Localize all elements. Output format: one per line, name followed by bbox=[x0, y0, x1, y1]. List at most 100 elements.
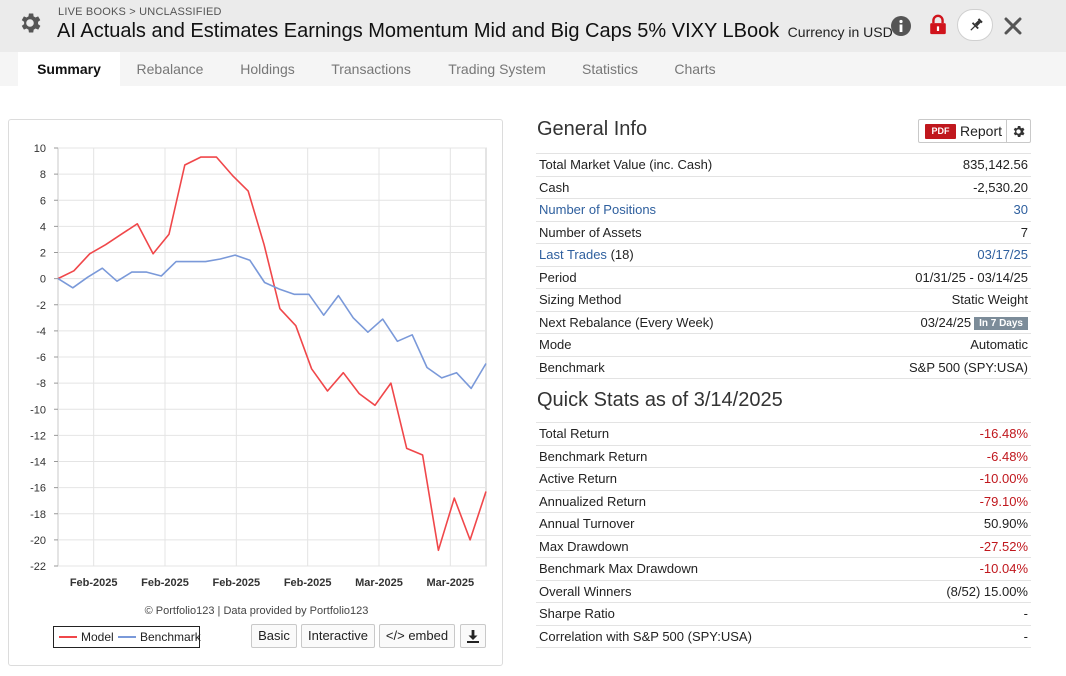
row-label: Sizing Method bbox=[536, 288, 829, 311]
tab-summary[interactable]: Summary bbox=[18, 52, 120, 86]
row-value: - bbox=[889, 602, 1031, 625]
row-value: Automatic bbox=[828, 333, 1031, 356]
number-of-positions-link[interactable]: Number of Positions bbox=[539, 202, 657, 218]
series-line-benchmark bbox=[57, 254, 487, 390]
row-label: Benchmark Max Drawdown bbox=[536, 557, 890, 580]
table-row: Total Market Value (inc. Cash) 835,142.5… bbox=[536, 153, 1031, 176]
row-value: - bbox=[889, 624, 1031, 648]
table-row: Overall Winners (8/52) 15.00% bbox=[536, 579, 1031, 603]
y-tick-label: -20 bbox=[30, 535, 46, 547]
y-tick-label: -8 bbox=[36, 378, 46, 390]
report-label: Report bbox=[960, 123, 1003, 139]
table-row: Next Rebalance (Every Week) 03/24/25 In 7… bbox=[536, 310, 1031, 334]
row-value: S&P 500 (SPY:USA) bbox=[828, 355, 1031, 379]
legend-item-benchmark[interactable]: Benchmark bbox=[118, 630, 201, 644]
y-tick-label: -22 bbox=[30, 561, 46, 573]
y-tick-label: 10 bbox=[34, 143, 46, 155]
table-row: Period 01/31/25 - 03/14/25 bbox=[536, 265, 1031, 289]
quick-stats-title: Quick Stats as of 3/14/2025 bbox=[537, 389, 783, 411]
row-value: -79.10% bbox=[889, 489, 1031, 513]
x-tick-label: Mar-2025 bbox=[426, 577, 474, 589]
pin-button[interactable] bbox=[957, 9, 993, 41]
row-value: 50.90% bbox=[889, 512, 1031, 535]
download-button[interactable] bbox=[460, 624, 486, 648]
x-tick-label: Feb-2025 bbox=[284, 577, 332, 589]
tab-holdings[interactable]: Holdings bbox=[240, 61, 295, 77]
performance-chart: 10 8 6 4 2 0 -2 -4 -6 -8 -10 -12 -14 -16 -18 -20 -22 Feb-… bbox=[30, 143, 487, 589]
x-tick-label: Feb-2025 bbox=[141, 577, 189, 589]
currency-label: Currency in USD bbox=[787, 24, 893, 40]
row-label: Period bbox=[536, 265, 829, 289]
gear-icon[interactable] bbox=[17, 10, 43, 36]
table-row: Total Return -16.48% bbox=[536, 422, 1031, 445]
row-value: 7 bbox=[828, 220, 1031, 244]
table-row: Annual Turnover 50.90% bbox=[536, 512, 1031, 535]
legend-swatch-benchmark bbox=[118, 636, 136, 638]
close-icon[interactable] bbox=[1003, 16, 1023, 36]
series-line-model bbox=[57, 156, 487, 552]
tab-statistics[interactable]: Statistics bbox=[581, 61, 638, 77]
tab-bar: Summary Rebalance Holdings Transactions … bbox=[0, 52, 1066, 86]
table-row: Last Trades (18) 03/17/25 bbox=[536, 243, 1031, 266]
table-row: Benchmark Max Drawdown -10.04% bbox=[536, 557, 1031, 580]
table-row: Active Return -10.00% bbox=[536, 467, 1031, 490]
table-row: Benchmark Return -6.48% bbox=[536, 444, 1031, 468]
tab-charts[interactable]: Charts bbox=[674, 61, 716, 77]
window-header: LIVE BOOKS > UNCLASSIFIED AI Actuals and… bbox=[0, 0, 1066, 52]
row-value: (8/52) 15.00% bbox=[889, 579, 1031, 603]
y-tick-label: 6 bbox=[40, 195, 46, 207]
tab-transactions[interactable]: Transactions bbox=[331, 61, 411, 77]
y-tick-label: 2 bbox=[40, 248, 46, 260]
performance-chart-panel: 10 8 6 4 2 0 -2 -4 -6 -8 -10 -12 -14 -16 -18 -20 -22 Feb-… bbox=[8, 119, 503, 666]
report-button[interactable]: PDF Report bbox=[918, 119, 1031, 143]
table-row: Sharpe Ratio - bbox=[536, 602, 1031, 625]
chart-legend: Model Benchmark bbox=[53, 626, 201, 648]
y-tick-label: -16 bbox=[30, 483, 46, 495]
number-of-positions-value-link[interactable]: 30 bbox=[1013, 202, 1028, 218]
lock-icon[interactable] bbox=[927, 14, 949, 36]
legend-label-benchmark: Benchmark bbox=[140, 630, 201, 644]
x-tick-label: Feb-2025 bbox=[70, 577, 118, 589]
y-tick-label: 0 bbox=[40, 274, 46, 286]
interactive-button[interactable]: Interactive bbox=[301, 624, 375, 648]
tab-rebalance[interactable]: Rebalance bbox=[136, 61, 204, 77]
tab-trading-system[interactable]: Trading System bbox=[448, 61, 546, 77]
chart-credit: © Portfolio123 | Data provided by Portfo… bbox=[144, 605, 369, 617]
pin-icon bbox=[970, 18, 983, 31]
y-tick-label: -4 bbox=[36, 326, 46, 338]
row-value: 835,142.56 bbox=[828, 153, 1031, 176]
basic-button[interactable]: Basic bbox=[251, 624, 297, 648]
row-label: Overall Winners bbox=[536, 579, 890, 603]
row-label: Total Market Value (inc. Cash) bbox=[536, 153, 829, 176]
row-label: Active Return bbox=[536, 467, 890, 490]
breadcrumb[interactable]: LIVE BOOKS > UNCLASSIFIED bbox=[58, 6, 222, 18]
status-badge: In 7 Days bbox=[974, 316, 1028, 330]
download-icon bbox=[467, 630, 479, 643]
legend-label-model: Model bbox=[81, 630, 114, 644]
legend-item-model[interactable]: Model bbox=[59, 630, 114, 644]
row-label: Number of Assets bbox=[536, 220, 829, 244]
table-row: Number of Assets 7 bbox=[536, 220, 1031, 244]
row-label: Annual Turnover bbox=[536, 512, 890, 535]
row-value: -10.04% bbox=[889, 557, 1031, 580]
row-label: Total Return bbox=[536, 422, 890, 445]
general-info-title: General Info bbox=[537, 118, 648, 140]
quick-stats-table: Total Return -16.48% Benchmark Return -6… bbox=[536, 422, 1031, 648]
last-trades-date-link[interactable]: 03/17/25 bbox=[977, 247, 1028, 263]
info-icon[interactable] bbox=[890, 15, 912, 37]
row-label: Cash bbox=[536, 175, 829, 199]
last-trades-count: (18) bbox=[610, 247, 634, 263]
x-tick-label: Feb-2025 bbox=[212, 577, 260, 589]
last-trades-link[interactable]: Last Trades bbox=[539, 247, 607, 263]
y-tick-label: -12 bbox=[30, 430, 46, 442]
row-value: -10.00% bbox=[889, 467, 1031, 490]
table-row: Benchmark S&P 500 (SPY:USA) bbox=[536, 355, 1031, 379]
report-settings-gear-icon[interactable] bbox=[1011, 124, 1026, 139]
embed-button[interactable]: </> embed bbox=[379, 624, 455, 648]
y-tick-label: -18 bbox=[30, 509, 46, 521]
y-tick-label: -10 bbox=[30, 404, 46, 416]
row-value: Static Weight bbox=[828, 288, 1031, 311]
y-tick-label: -2 bbox=[36, 300, 46, 312]
y-tick-label: 4 bbox=[40, 221, 46, 233]
row-value: -2,530.20 bbox=[828, 175, 1031, 199]
